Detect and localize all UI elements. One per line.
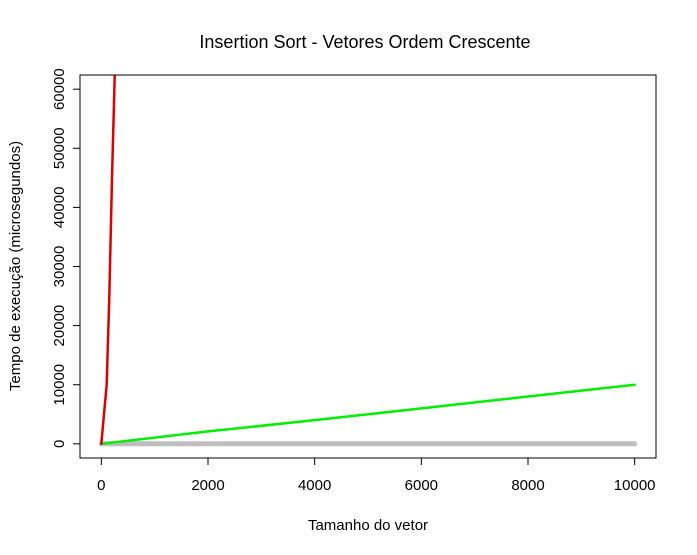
y-tick-label: 20000 — [51, 305, 68, 347]
y-tick-label: 40000 — [51, 187, 68, 229]
x-tick-label: 2000 — [191, 477, 224, 494]
x-tick-label: 6000 — [405, 477, 438, 494]
y-axis: 0 10000 20000 30000 40000 50000 60000 — [51, 68, 81, 448]
x-axis-label: Tamanho do vetor — [308, 517, 428, 534]
y-tick-label: 30000 — [51, 246, 68, 288]
series-line-1 — [100, 75, 116, 446]
series-line-2 — [100, 383, 636, 446]
x-tick-label: 8000 — [511, 477, 544, 494]
x-tick-label: 0 — [97, 477, 105, 494]
plot-area-border — [79, 74, 657, 459]
y-tick-label: 0 — [51, 440, 68, 448]
y-axis-label: Tempo de execução (microsegundos) — [7, 141, 24, 391]
series-layer — [98, 75, 638, 447]
x-axis: 0 2000 4000 6000 8000 10000 — [97, 457, 656, 494]
y-tick-label: 50000 — [51, 127, 68, 169]
y-tick-label: 60000 — [51, 68, 68, 110]
y-tick-label: 10000 — [51, 364, 68, 406]
x-tick-label: 4000 — [298, 477, 331, 494]
x-tick-label: 10000 — [614, 477, 656, 494]
chart-title: Insertion Sort - Vetores Ordem Crescente — [199, 32, 530, 52]
